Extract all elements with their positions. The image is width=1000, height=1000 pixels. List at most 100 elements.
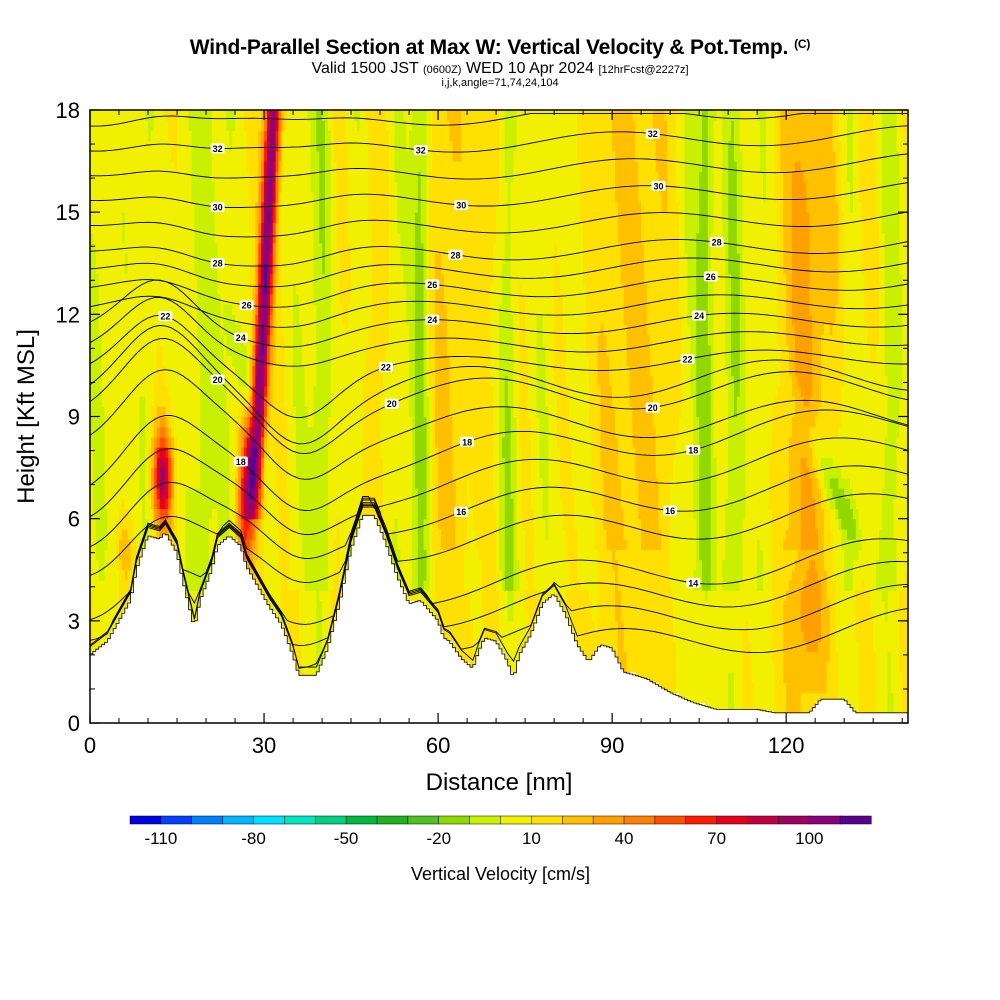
velocity-cell (95, 304, 100, 315)
velocity-cell (243, 150, 248, 162)
velocity-cell (127, 222, 132, 234)
velocity-cell (229, 283, 233, 295)
velocity-cell (194, 436, 198, 448)
velocity-cell (148, 283, 152, 295)
velocity-cell (240, 232, 245, 244)
velocity-cell (90, 631, 94, 642)
velocity-cell (107, 590, 111, 601)
velocity-cell (133, 324, 138, 336)
velocity-cell (168, 273, 172, 285)
velocity-cell (185, 488, 190, 499)
velocity-cell (258, 569, 262, 581)
velocity-cell (156, 355, 161, 367)
velocity-cell (124, 130, 129, 142)
velocity-cell (159, 130, 164, 142)
velocity-cell (246, 263, 251, 275)
velocity-cell (95, 222, 100, 234)
velocity-cell (101, 304, 106, 315)
velocity-cell (185, 293, 190, 305)
velocity-cell (153, 365, 158, 377)
velocity-cell (145, 253, 149, 264)
velocity-cell (206, 508, 210, 520)
velocity-cell (185, 498, 190, 510)
velocity-cell (113, 385, 117, 397)
velocity-cell (153, 110, 158, 121)
velocity-cell (182, 161, 187, 172)
velocity-cell (188, 539, 193, 550)
velocity-cell (165, 324, 169, 336)
velocity-cell (258, 273, 262, 285)
velocity-cell (188, 477, 193, 489)
velocity-cell (133, 171, 138, 183)
velocity-cell (249, 344, 254, 356)
velocity-cell (240, 324, 245, 336)
velocity-cell (116, 201, 120, 213)
velocity-cell (90, 201, 94, 213)
velocity-cell (179, 518, 184, 530)
velocity-cell (116, 416, 120, 428)
velocity-cell (92, 242, 97, 254)
velocity-cell (162, 498, 167, 510)
velocity-cell (127, 518, 132, 530)
velocity-cell (92, 304, 97, 315)
velocity-cell (214, 120, 219, 132)
velocity-cell (95, 406, 100, 418)
velocity-cell (226, 324, 230, 336)
velocity-cell (121, 416, 126, 428)
velocity-cell (197, 528, 201, 540)
velocity-cell (240, 355, 245, 367)
velocity-cell (98, 375, 103, 387)
velocity-cell (107, 631, 111, 642)
velocity-cell (133, 201, 138, 213)
velocity-cell (110, 253, 114, 264)
velocity-cell (119, 304, 123, 315)
velocity-cell (200, 222, 204, 234)
velocity-cell (171, 304, 175, 315)
velocity-cell (148, 457, 152, 469)
velocity-cell (98, 590, 103, 601)
velocity-cell (90, 508, 94, 520)
velocity-cell (168, 324, 172, 336)
velocity-cell (145, 477, 149, 489)
velocity-cell (223, 447, 227, 458)
velocity-cell (206, 559, 210, 571)
velocity-cell (148, 436, 152, 448)
velocity-cell (185, 171, 190, 183)
velocity-cell (153, 130, 158, 142)
velocity-cell (124, 508, 129, 520)
velocity-cell (159, 212, 164, 223)
velocity-cell (249, 539, 254, 550)
velocity-cell (237, 293, 242, 305)
velocity-cell (133, 140, 138, 152)
velocity-cell (119, 324, 123, 336)
velocity-cell (191, 130, 196, 142)
velocity-cell (200, 150, 204, 162)
velocity-cell (182, 293, 187, 305)
velocity-cell (226, 416, 230, 428)
velocity-cell (90, 120, 94, 132)
velocity-cell (165, 406, 169, 418)
velocity-cell (104, 334, 108, 346)
velocity-cell (165, 426, 169, 438)
velocity-cell (235, 283, 239, 295)
velocity-cell (252, 324, 256, 336)
velocity-cell (188, 191, 193, 203)
velocity-cell (98, 130, 103, 142)
velocity-cell (214, 385, 219, 397)
velocity-cell (98, 334, 103, 346)
velocity-cell (223, 396, 227, 407)
velocity-cell (136, 181, 140, 193)
velocity-cell (200, 559, 204, 571)
velocity-cell (95, 498, 100, 510)
velocity-cell (258, 191, 262, 203)
velocity-cell (124, 528, 129, 540)
velocity-cell (133, 222, 138, 234)
velocity-cell (162, 140, 167, 152)
velocity-cell (119, 140, 123, 152)
velocity-cell (211, 110, 216, 121)
velocity-cell (217, 171, 222, 183)
velocity-cell (200, 528, 204, 540)
velocity-cell (235, 477, 239, 489)
velocity-cell (127, 130, 132, 142)
copyright-mark: (C) (794, 37, 811, 51)
